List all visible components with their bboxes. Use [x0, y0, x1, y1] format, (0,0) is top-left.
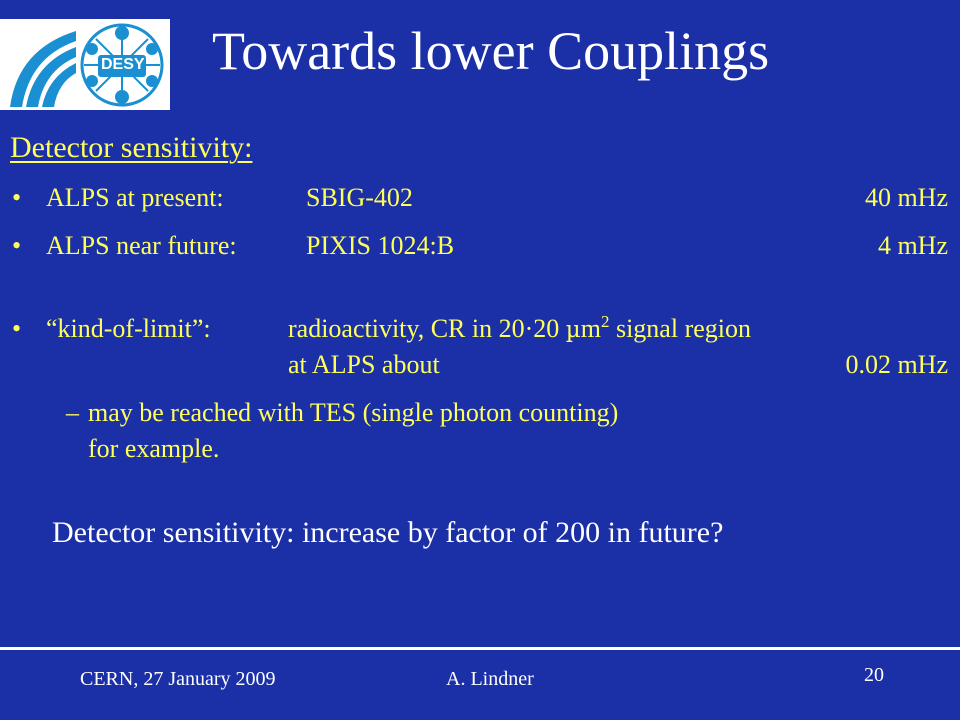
desy-logo: DESY — [0, 19, 170, 110]
section-heading: Detector sensitivity: — [10, 131, 253, 164]
slide-title: Towards lower Couplings — [212, 21, 770, 81]
rate-value: 4 mHz — [877, 231, 948, 260]
limit-value: 0.02 mHz — [845, 350, 948, 379]
dash-marker: – — [66, 398, 79, 427]
conclusion-text: Detector sensitivity: increase by factor… — [52, 516, 724, 549]
limit-label: “kind-of-limit”: — [46, 314, 211, 343]
sub-bullet-line2: for example. — [88, 434, 220, 463]
bullet-label: ALPS at present: — [46, 183, 224, 212]
limit-line2: at ALPS about — [288, 350, 440, 379]
bullet-marker: • — [12, 183, 22, 212]
desy-logo-graphic — [10, 23, 164, 107]
bullet-marker: • — [12, 231, 22, 260]
rate-value: 40 mHz — [864, 183, 948, 212]
limit-description: radioactivity, CR in 20·20 µm2 signal re… — [288, 312, 751, 344]
page-number: 20 — [864, 664, 884, 686]
mu-symbol: µ — [565, 317, 581, 343]
logo-text: DESY — [101, 56, 145, 73]
footer-author: A. Lindner — [446, 668, 534, 690]
bullet-marker: • — [12, 314, 22, 343]
detector-name: SBIG-402 — [306, 183, 413, 212]
footer-divider — [0, 647, 960, 650]
footer-venue-date: CERN, 27 January 2009 — [80, 668, 276, 690]
limit-text-after: signal region — [609, 314, 751, 343]
detector-name: PIXIS 1024:B — [306, 231, 455, 260]
exponent: 2 — [600, 312, 610, 331]
unit-m: m — [580, 314, 601, 343]
bullet-label: ALPS near future: — [46, 231, 237, 260]
sub-bullet-line1: may be reached with TES (single photon c… — [88, 398, 619, 427]
limit-text: radioactivity, CR in 20·20 — [288, 314, 566, 343]
